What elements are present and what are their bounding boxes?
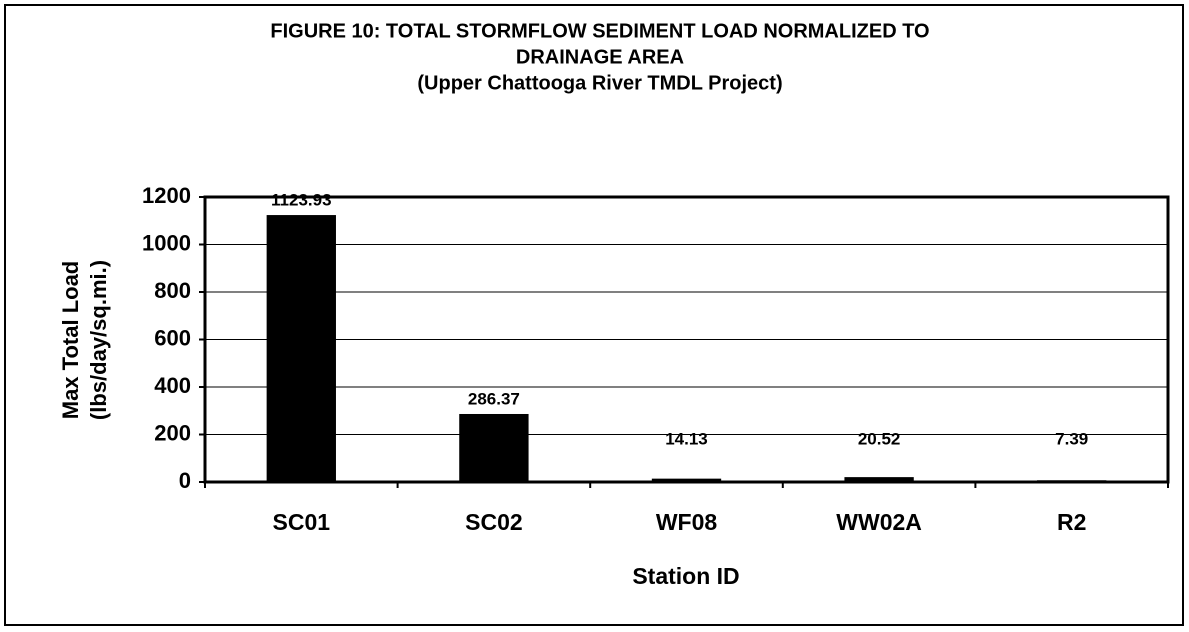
bar [1037, 480, 1107, 482]
chart-title: DRAINAGE AREA [516, 46, 684, 68]
y-axis-label-line: (lbs/day/sq.mi.) [86, 260, 111, 420]
data-label: 14.13 [665, 429, 708, 448]
bar [459, 413, 529, 482]
x-axis-label: Station ID [632, 563, 739, 589]
x-tick-label: WF08 [656, 509, 718, 535]
data-label: 20.52 [858, 429, 901, 448]
x-tick-label: WW02A [836, 509, 922, 535]
data-label: 7.39 [1055, 429, 1088, 448]
bar [651, 478, 722, 482]
y-tick-label: 800 [154, 278, 191, 303]
data-label: 286.37 [468, 389, 520, 408]
bar [266, 215, 336, 482]
y-tick-label: 200 [154, 420, 191, 445]
y-tick-label: 1200 [142, 183, 191, 208]
y-axis-label: Max Total Load (lbs/day/sq.mi.) [58, 260, 111, 420]
y-tick-label: 600 [154, 325, 191, 350]
chart-subtitle: (Upper Chattooga River TMDL Project) [417, 72, 782, 94]
x-tick-label: SC01 [273, 509, 331, 535]
data-label: 1123.93 [271, 191, 332, 210]
x-tick-label: SC02 [465, 509, 523, 535]
y-tick-label: 400 [154, 373, 191, 398]
y-tick-label: 1000 [142, 230, 191, 255]
y-axis-label-line: Max Total Load [58, 261, 83, 420]
chart-border [4, 4, 1184, 626]
y-tick-label: 0 [179, 468, 191, 493]
x-tick-label: R2 [1057, 509, 1086, 535]
bar [844, 477, 914, 482]
chart-title: FIGURE 10: TOTAL STORMFLOW SEDIMENT LOAD… [270, 20, 929, 42]
